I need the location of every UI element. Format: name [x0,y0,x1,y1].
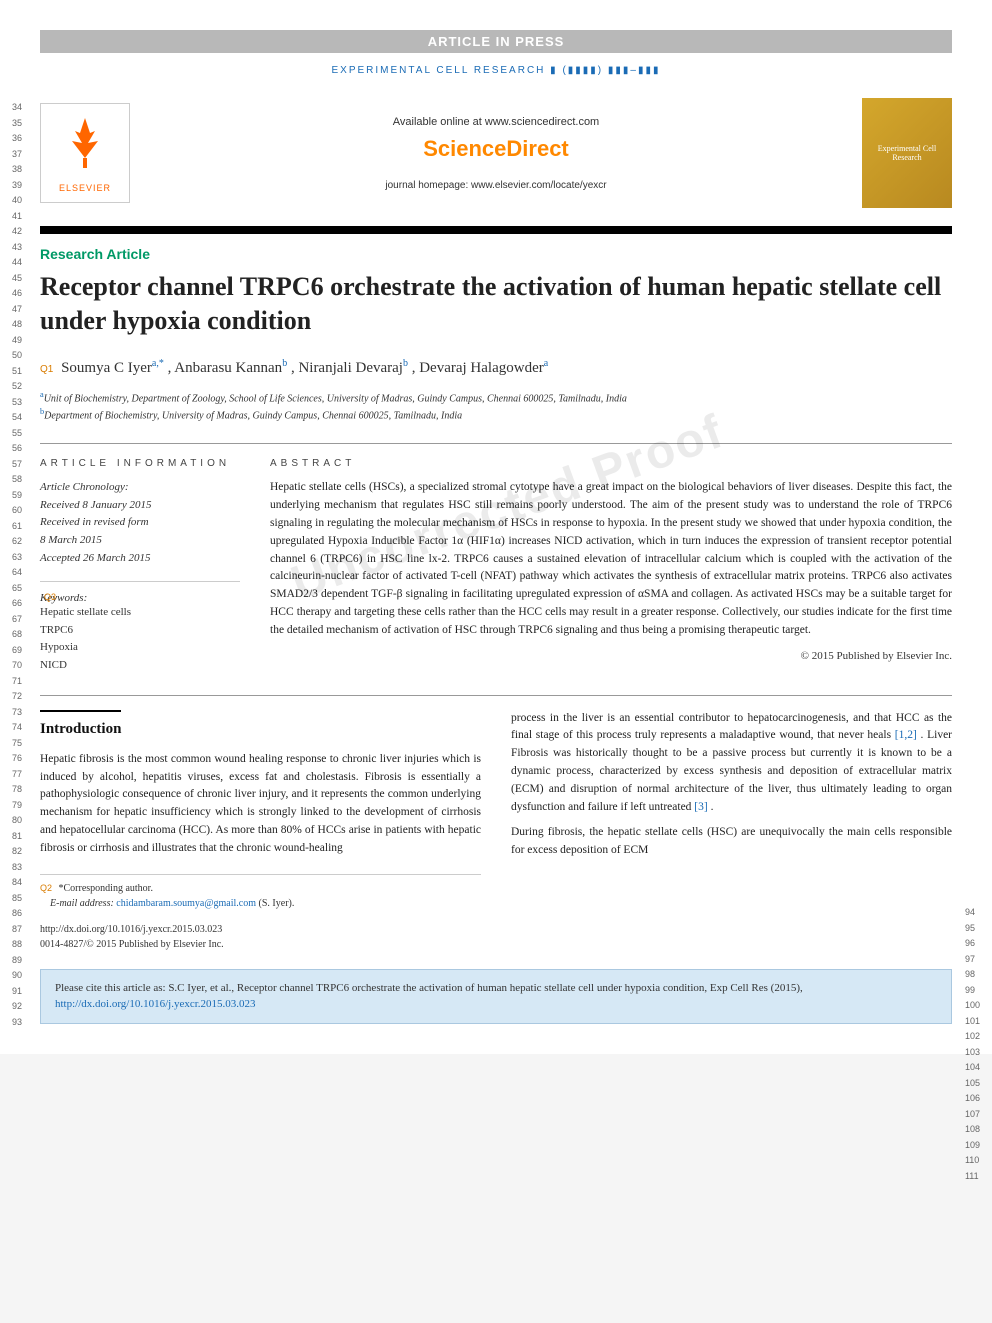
abstract-text: Hepatic stellate cells (HSCs), a special… [270,479,952,639]
header-block: ELSEVIER Available online at www.science… [40,88,952,218]
article-info-label: ARTICLE INFORMATION [40,458,240,469]
corresponding-author: *Corresponding author. [59,883,153,894]
query-label-q3: Q3 [44,592,56,602]
info-row: ARTICLE INFORMATION Article Chronology: … [40,458,952,674]
affiliations: aUnit of Biochemistry, Department of Zoo… [40,389,952,424]
chronology-label: Article Chronology: [40,479,240,497]
author-1: Soumya C Iyer [61,360,152,376]
copyright-line: © 2015 Published by Elsevier Inc. [270,650,952,662]
cite-doi-link[interactable]: http://dx.doi.org/10.1016/j.yexcr.2015.0… [55,998,256,1010]
body-columns: Introduction Hepatic fibrosis is the mos… [40,710,952,953]
footnote: Q2 *Corresponding author. E-mail address… [40,874,481,912]
introduction-heading: Introduction [40,710,121,741]
ref-link-3[interactable]: [3] [694,801,707,813]
p2-text-b: . Liver Fibrosis was historically though… [511,729,952,812]
issn-line: 0014-4827/© 2015 Published by Elsevier I… [40,937,481,953]
cite-text: Please cite this article as: S.C Iyer, e… [55,982,803,994]
author-list: Q1 Soumya C Iyera,* , Anbarasu Kannanb ,… [40,358,952,377]
elsevier-label: ELSEVIER [59,183,111,193]
author-2: , Anbarasu Kannan [168,360,283,376]
doi-url[interactable]: http://dx.doi.org/10.1016/j.yexcr.2015.0… [40,922,481,938]
journal-homepage-text: journal homepage: www.elsevier.com/locat… [150,180,842,191]
article-title: Receptor channel TRPC6 orchestrate the a… [40,270,952,338]
body-column-left: Introduction Hepatic fibrosis is the mos… [40,710,481,953]
chronology-revised-2: 8 March 2015 [40,532,240,550]
line-numbers-right: 9495969798991001011021031041051061071081… [965,905,980,1184]
keywords-section: Q3 Keywords: [40,581,240,604]
author-3-affil: b [403,358,408,369]
divider-bar [40,226,952,234]
keywords-list: Hepatic stellate cells TRPC6 Hypoxia NIC… [40,604,240,674]
author-1-affil: a, [152,358,159,369]
article-type: Research Article [40,246,952,262]
chronology-accepted: Accepted 26 March 2015 [40,550,240,568]
intro-paragraph-1: Hepatic fibrosis is the most common woun… [40,751,481,858]
query-label-q1: Q1 [40,364,53,375]
article-chronology: Article Chronology: Received 8 January 2… [40,479,240,567]
query-label-q2: Q2 [40,883,52,893]
intro-paragraph-3: During fibrosis, the hepatic stellate ce… [511,824,952,860]
keyword-1: Hepatic stellate cells [40,604,240,622]
header-center: Available online at www.sciencedirect.co… [150,116,842,191]
article-in-press-banner: ARTICLE IN PRESS [40,30,952,53]
journal-cover-thumbnail: Experimental Cell Research [862,98,952,208]
affiliation-b: Department of Biochemistry, University o… [44,410,462,421]
keyword-3: Hypoxia [40,639,240,657]
intro-paragraph-2: process in the liver is an essential con… [511,710,952,817]
info-divider-top [40,443,952,444]
line-numbers-left: 3435363738394041424344454647484950515253… [12,100,22,1030]
available-online-text: Available online at www.sciencedirect.co… [150,116,842,128]
keyword-4: NICD [40,657,240,675]
elsevier-logo: ELSEVIER [40,103,130,203]
body-column-right: process in the liver is an essential con… [511,710,952,953]
email-suffix: (S. Iyer). [259,898,295,909]
doi-block: http://dx.doi.org/10.1016/j.yexcr.2015.0… [40,922,481,953]
p2-text-a: process in the liver is an essential con… [511,712,952,742]
author-4: , Devaraj Halagowder [412,360,544,376]
author-1-corr: * [159,358,164,369]
author-4-affil: a [544,358,548,369]
email-link[interactable]: chidambaram.soumya@gmail.com [116,898,256,909]
abstract-column: ABSTRACT Hepatic stellate cells (HSCs), … [270,458,952,674]
info-divider-bottom [40,695,952,696]
author-3: , Niranjali Devaraj [291,360,403,376]
journal-reference: EXPERIMENTAL CELL RESEARCH ▮ (▮▮▮▮) ▮▮▮–… [40,53,952,88]
sciencedirect-logo[interactable]: ScienceDirect [150,136,842,162]
chronology-received: Received 8 January 2015 [40,497,240,515]
citation-box: Please cite this article as: S.C Iyer, e… [40,969,952,1024]
keyword-2: TRPC6 [40,622,240,640]
ref-link-1-2[interactable]: [1,2] [895,729,917,741]
author-2-affil: b [282,358,287,369]
chronology-revised-1: Received in revised form [40,514,240,532]
email-label: E-mail address: [50,898,116,909]
elsevier-tree-icon [60,113,110,183]
p2-text-c: . [711,801,714,813]
abstract-label: ABSTRACT [270,458,952,469]
article-info-column: ARTICLE INFORMATION Article Chronology: … [40,458,240,674]
affiliation-a: Unit of Biochemistry, Department of Zool… [44,393,627,404]
